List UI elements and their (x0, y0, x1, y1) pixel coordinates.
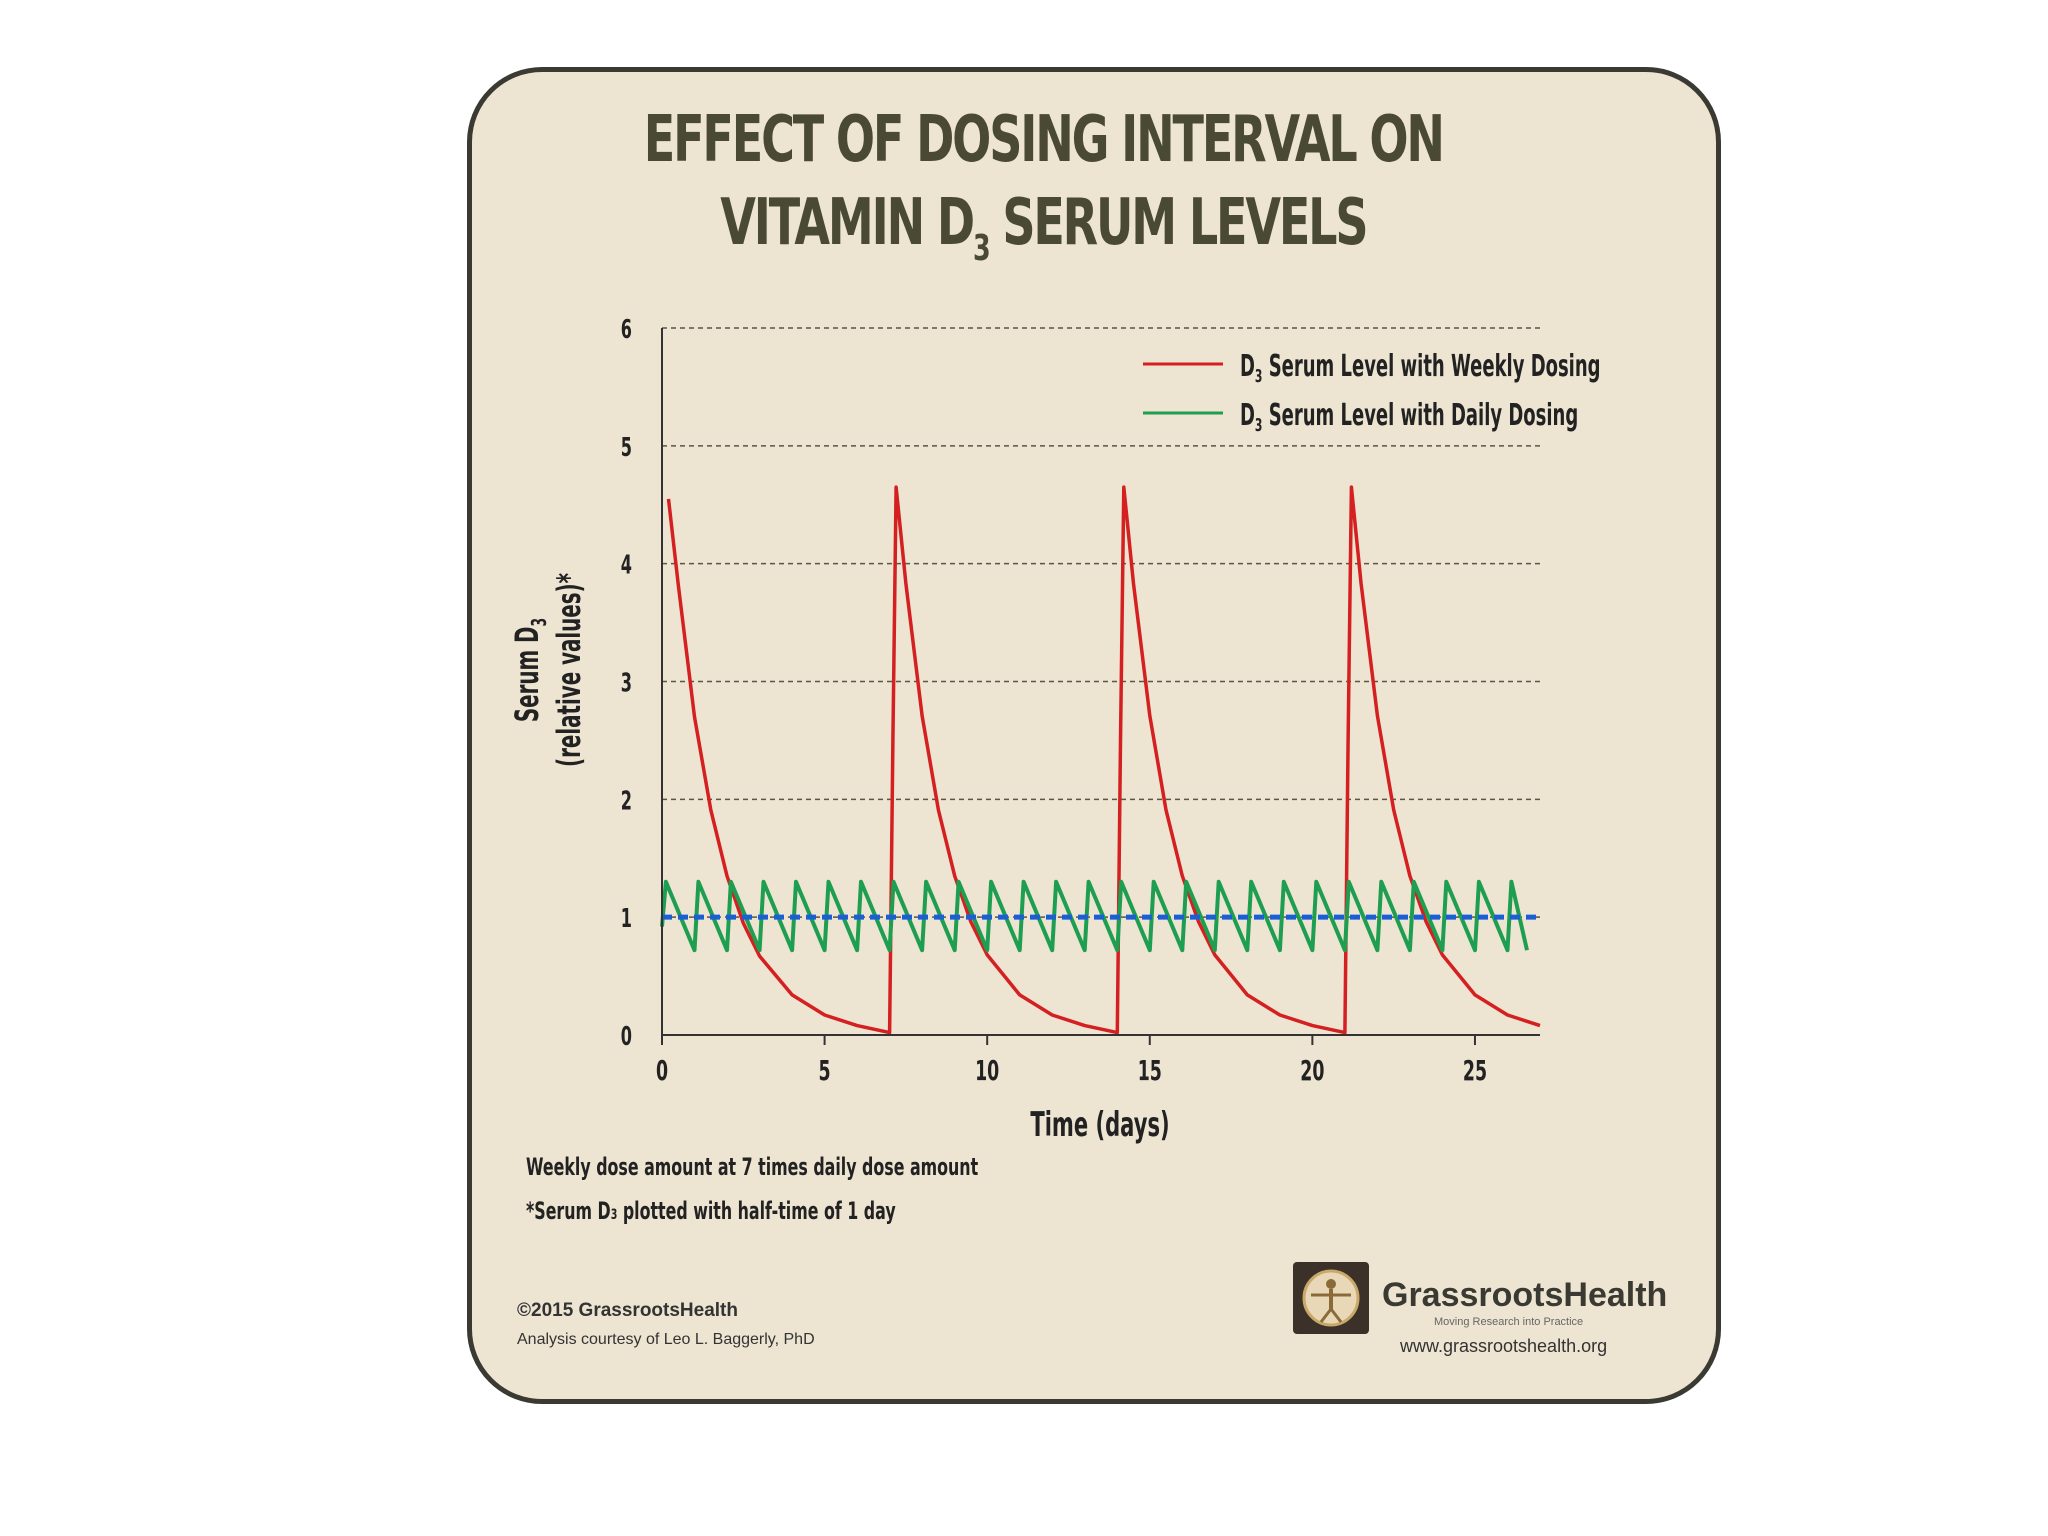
x-axis-label: Time (days) (1030, 1105, 1169, 1145)
x-tick-label: 15 (1138, 1055, 1162, 1087)
y-tick-label: 4 (621, 551, 632, 581)
chart-card (467, 67, 1721, 1404)
y-tick-label: 6 (621, 315, 632, 345)
vitruvian-logo-icon (1293, 1262, 1369, 1334)
y-tick-label: 2 (621, 786, 632, 816)
x-tick-label: 20 (1300, 1055, 1324, 1087)
dose-note: Weekly dose amount at 7 times daily dose… (526, 1153, 979, 1181)
logo-url: www.grassrootshealth.org (1400, 1336, 1608, 1356)
y-tick-label: 3 (621, 669, 632, 699)
y-axis-label: Serum D3 (relative values)* (509, 573, 588, 767)
x-tick-label: 0 (656, 1055, 668, 1087)
logo-name: GrassrootsHealth (1382, 1276, 1668, 1314)
weekly-dosing-line (666, 485, 1541, 1035)
y-tick-label: 5 (621, 433, 632, 463)
svg-text:Serum D3: Serum D3 (509, 618, 551, 722)
y-tick-label: 0 (621, 1022, 632, 1052)
analysis-credit: Analysis courtesy of Leo L. Baggerly, Ph… (517, 1331, 815, 1348)
logo-tagline: Moving Research into Practice (1434, 1316, 1584, 1328)
daily-dosing-line (660, 879, 1529, 953)
copyright-text: ©2015 GrassrootsHealth (517, 1300, 738, 1321)
chart-title-line1: EFFECT OF DOSING INTERVAL ON (643, 103, 1445, 177)
svg-text:(relative values)*: (relative values)* (551, 573, 588, 767)
y-tick-label: 1 (621, 904, 632, 934)
x-tick-label: 5 (819, 1055, 831, 1087)
legend-label: D3 Serum Level with Daily Dosing (1240, 397, 1578, 436)
halftime-note: *Serum D3 plotted with half-time of 1 da… (526, 1197, 896, 1225)
x-tick-label: 25 (1463, 1055, 1487, 1087)
legend-label: D3 Serum Level with Weekly Dosing (1240, 348, 1601, 387)
x-tick-label: 10 (975, 1055, 999, 1087)
chart-title-line2: VITAMIN D3 SERUM LEVELS (720, 186, 1368, 269)
